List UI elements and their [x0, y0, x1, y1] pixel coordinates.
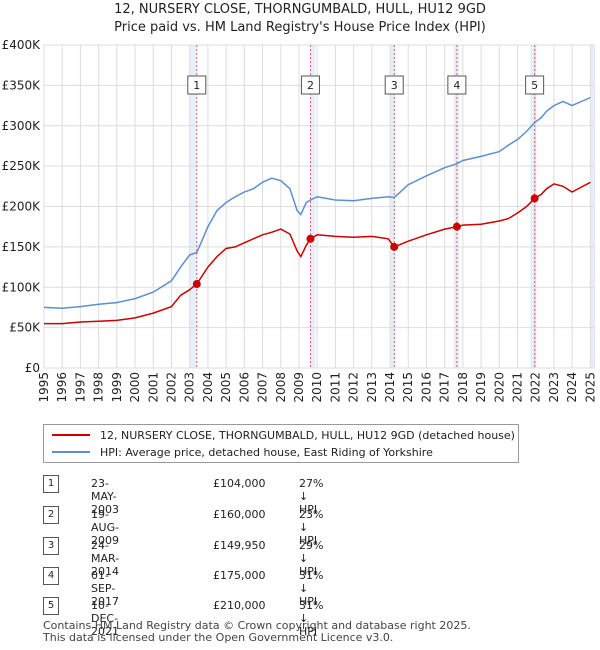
- footer-line-1: Contains HM Land Registry data © Crown c…: [43, 619, 471, 632]
- transaction-price: £160,000: [213, 508, 266, 521]
- chart-subtitle: Price paid vs. HM Land Registry's House …: [114, 20, 486, 35]
- sale-point: [306, 234, 315, 243]
- transaction-date: 01-SEP-2017: [91, 569, 119, 608]
- x-tick-label: 1999: [110, 372, 124, 403]
- transaction-price: £149,950: [213, 539, 266, 552]
- x-tick-label: 1995: [37, 372, 51, 403]
- sale-point: [192, 280, 201, 289]
- sale-label: 2: [307, 79, 314, 92]
- legend-item-property: 12, NURSERY CLOSE, THORNGUMBALD, HULL, H…: [52, 427, 515, 443]
- hpi-line: [43, 96, 591, 309]
- legend: 12, NURSERY CLOSE, THORNGUMBALD, HULL, H…: [43, 424, 519, 463]
- legend-swatch-hpi: [52, 451, 90, 453]
- sale-label-box: [384, 75, 404, 95]
- footer: Contains HM Land Registry data © Crown c…: [43, 620, 471, 644]
- x-tick-label: 2015: [401, 372, 415, 403]
- sale-label: 3: [391, 79, 398, 92]
- transaction-number: 5: [43, 597, 59, 615]
- transaction-hpi-diff: 23% ↓ HPI: [299, 508, 324, 547]
- x-tick-label: 2012: [347, 372, 361, 403]
- x-tick-label: 2001: [146, 372, 160, 403]
- transaction-hpi-diff: 27% ↓ HPI: [299, 477, 324, 516]
- transaction-date: 24-MAR-2014: [91, 539, 120, 578]
- x-tick-label: 2023: [547, 372, 561, 403]
- transaction-price: £175,000: [213, 569, 266, 582]
- y-tick-label: £50K: [9, 321, 41, 335]
- legend-label-hpi: HPI: Average price, detached house, East…: [100, 445, 433, 459]
- sale-label-box: [300, 75, 320, 95]
- transaction-number: 3: [43, 537, 59, 555]
- x-tick-label: 1996: [55, 372, 69, 403]
- x-tick-label: 2005: [219, 372, 233, 403]
- price-chart: £0 £50K £100K £150K £200K £250K £300K £350K £400…: [2, 38, 598, 403]
- y-tick-label: £300K: [2, 119, 42, 133]
- x-tick-label: 2007: [256, 372, 270, 403]
- y-tick-label: £350K: [2, 78, 42, 92]
- x-tick-label: 2000: [128, 372, 142, 403]
- transaction-number: 4: [43, 567, 59, 585]
- x-tick-label: 2024: [565, 372, 579, 403]
- transaction-date: 10-DEC-2021: [91, 599, 119, 638]
- transaction-price: £104,000: [213, 477, 266, 490]
- transaction-hpi-diff: 29% ↓ HPI: [299, 539, 324, 578]
- x-tick-label: 2019: [474, 372, 488, 403]
- transaction-date: 19-AUG-2009: [91, 508, 120, 547]
- sale-label: 4: [453, 79, 460, 92]
- sale-label-box: [187, 75, 207, 95]
- x-tick-label: 2022: [529, 372, 543, 403]
- chart-title: 12, NURSERY CLOSE, THORNGUMBALD, HULL, H…: [114, 2, 486, 17]
- legend-item-hpi: HPI: Average price, detached house, East…: [52, 444, 433, 460]
- transaction-date: 23-MAY-2003: [91, 477, 119, 516]
- transaction-hpi-diff: 31% ↓ HPI: [299, 569, 324, 608]
- legend-swatch-property: [52, 434, 90, 436]
- sale-label: 5: [531, 79, 538, 92]
- x-tick-label: 2013: [365, 372, 379, 403]
- x-tick-label: 1998: [92, 372, 106, 403]
- x-tick-label: 2003: [183, 372, 197, 403]
- x-tick-label: 2021: [511, 372, 525, 403]
- x-tick-label: 1997: [73, 372, 87, 403]
- x-tick-label: 2017: [438, 372, 452, 403]
- sale-label-box: [525, 75, 545, 95]
- x-tick-label: 2016: [419, 372, 433, 403]
- x-tick-label: 2002: [164, 372, 178, 403]
- x-tick-label: 2004: [201, 372, 215, 403]
- sale-point: [390, 242, 399, 251]
- footer-line-2: This data is licensed under the Open Gov…: [43, 631, 394, 644]
- sale-label: 1: [193, 79, 200, 92]
- x-tick-label: 2008: [274, 372, 288, 403]
- x-tick-label: 2020: [492, 372, 506, 403]
- x-tick-label: 2025: [583, 372, 597, 403]
- legend-label-property: 12, NURSERY CLOSE, THORNGUMBALD, HULL, H…: [100, 428, 515, 442]
- x-tick-label: 2014: [383, 372, 397, 403]
- transaction-hpi-diff: 31% ↓ HPI: [299, 599, 324, 638]
- y-tick-label: £400K: [2, 38, 42, 52]
- sale-point: [530, 194, 539, 203]
- x-tick-label: 2006: [237, 372, 251, 403]
- x-tick-label: 2010: [310, 372, 324, 403]
- x-tick-label: 2009: [292, 372, 306, 403]
- transaction-number: 1: [43, 475, 59, 493]
- y-tick-label: £0: [25, 361, 40, 375]
- y-tick-label: £200K: [2, 200, 42, 214]
- transaction-price: £210,000: [213, 599, 266, 612]
- x-tick-label: 2011: [328, 372, 342, 403]
- sale-point: [452, 222, 461, 231]
- transaction-number: 2: [43, 506, 59, 524]
- x-tick-label: 2018: [456, 372, 470, 403]
- y-tick-label: £150K: [2, 240, 42, 254]
- sale-label-box: [447, 75, 467, 95]
- y-tick-label: £250K: [2, 159, 42, 173]
- y-tick-label: £100K: [2, 280, 42, 294]
